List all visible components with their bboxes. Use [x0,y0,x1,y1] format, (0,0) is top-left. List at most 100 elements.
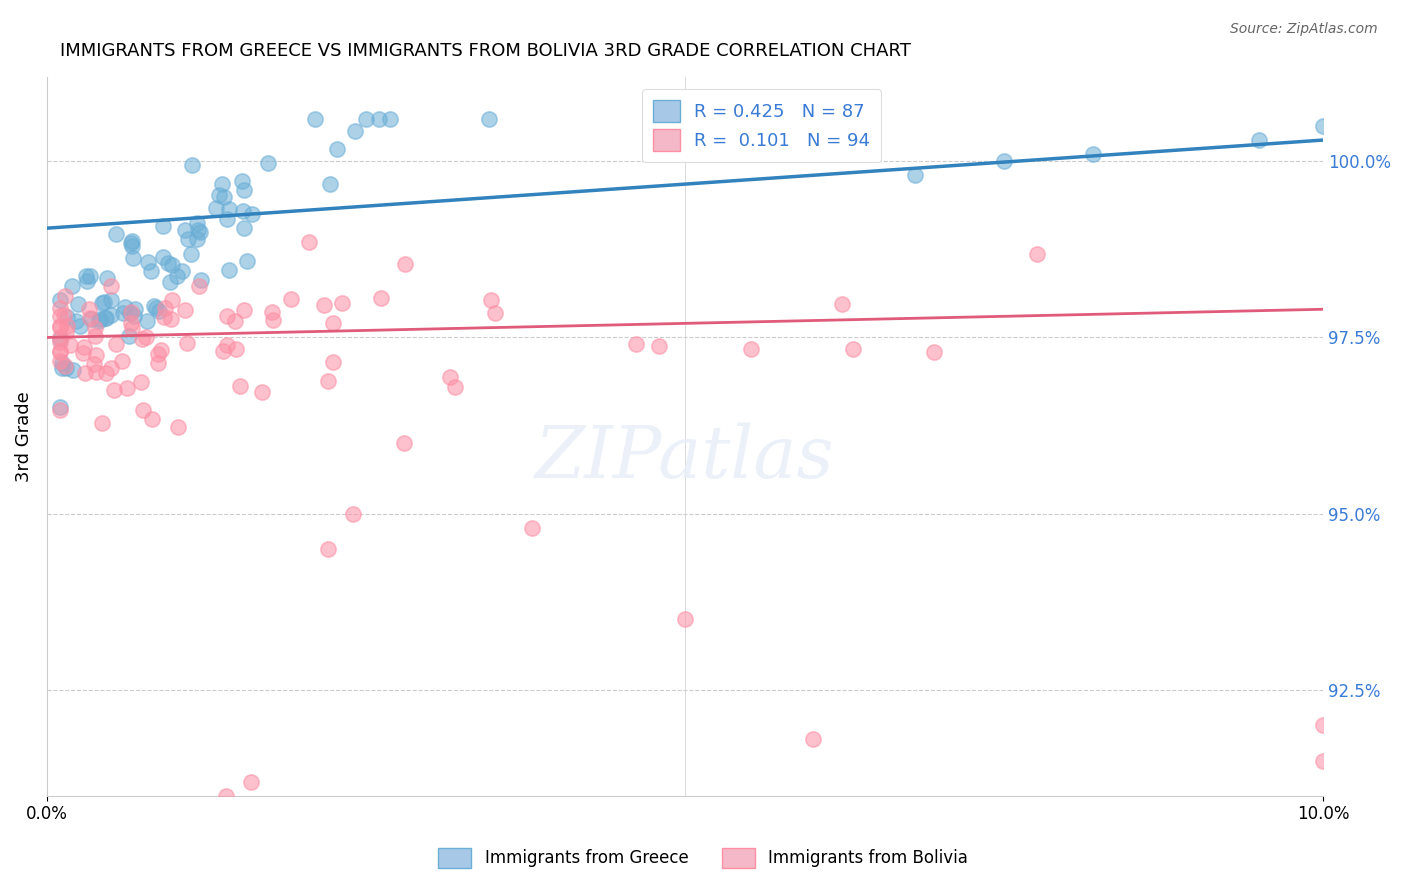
Immigrants from Greece [156,256,179,270]
Immigrants from Greece [118,306,141,320]
Immigrants from Greece [112,306,135,320]
Immigrants from Bolivia [166,420,188,434]
Immigrants from Bolivia [842,342,865,356]
Immigrants from Bolivia [214,789,236,803]
Immigrants from Bolivia [439,370,461,384]
Immigrants from Greece [160,258,183,272]
Immigrants from Bolivia [370,291,392,305]
Immigrants from Bolivia [188,278,211,293]
Immigrants from Bolivia [53,309,76,323]
Immigrants from Bolivia [84,348,107,362]
Immigrants from Bolivia [648,339,671,353]
Immigrants from Bolivia [91,416,114,430]
Immigrants from Greece [114,300,136,314]
Immigrants from Greece [152,250,174,264]
Text: Source: ZipAtlas.com: Source: ZipAtlas.com [1230,22,1378,37]
Immigrants from Bolivia [233,302,256,317]
Immigrants from Bolivia [155,301,177,315]
Immigrants from Bolivia [322,355,344,369]
Immigrants from Greece [76,274,98,288]
Immigrants from Greece [233,221,256,235]
Immigrants from Greece [1249,133,1271,147]
Immigrants from Greece [231,174,253,188]
Immigrants from Bolivia [229,379,252,393]
Immigrants from Bolivia [105,337,128,351]
Immigrants from Greece [187,223,209,237]
Immigrants from Bolivia [121,321,143,335]
Immigrants from Bolivia [831,297,853,311]
Immigrants from Bolivia [316,375,339,389]
Immigrants from Greece [100,309,122,323]
Immigrants from Greece [218,263,240,277]
Immigrants from Greece [51,356,73,370]
Immigrants from Greece [93,295,115,310]
Y-axis label: 3rd Grade: 3rd Grade [15,391,32,482]
Immigrants from Greece [211,177,233,191]
Immigrants from Greece [66,296,89,310]
Immigrants from Bolivia [153,310,176,324]
Immigrants from Bolivia [1312,718,1334,732]
Immigrants from Greece [51,360,73,375]
Legend: R = 0.425   N = 87, R =  0.101   N = 94: R = 0.425 N = 87, R = 0.101 N = 94 [643,89,882,162]
Immigrants from Bolivia [150,343,173,358]
Immigrants from Bolivia [117,381,139,395]
Immigrants from Greece [205,201,228,215]
Immigrants from Greece [79,268,101,283]
Immigrants from Bolivia [131,333,153,347]
Immigrants from Greece [136,314,159,328]
Immigrants from Bolivia [740,342,762,356]
Immigrants from Greece [232,204,254,219]
Immigrants from Greece [121,239,143,253]
Immigrants from Bolivia [673,612,696,626]
Immigrants from Bolivia [132,402,155,417]
Immigrants from Greece [49,400,72,414]
Immigrants from Greece [166,269,188,284]
Immigrants from Bolivia [148,356,170,370]
Immigrants from Bolivia [72,345,94,359]
Immigrants from Bolivia [262,313,284,327]
Immigrants from Bolivia [84,329,107,343]
Immigrants from Bolivia [174,303,197,318]
Immigrants from Greece [256,156,278,170]
Immigrants from Greece [170,264,193,278]
Immigrants from Bolivia [55,325,77,339]
Immigrants from Greece [177,232,200,246]
Immigrants from Bolivia [59,338,82,352]
Immigrants from Bolivia [322,316,344,330]
Immigrants from Bolivia [217,310,239,324]
Immigrants from Greece [186,232,208,246]
Immigrants from Greece [91,296,114,310]
Immigrants from Bolivia [1312,754,1334,768]
Immigrants from Greece [118,328,141,343]
Immigrants from Bolivia [48,335,70,350]
Immigrants from Greece [94,310,117,325]
Immigrants from Bolivia [801,732,824,747]
Immigrants from Greece [240,207,263,221]
Immigrants from Greece [122,251,145,265]
Immigrants from Greece [80,312,103,326]
Immigrants from Bolivia [48,330,70,344]
Immigrants from Greece [188,225,211,239]
Immigrants from Bolivia [394,257,416,271]
Immigrants from Bolivia [86,365,108,379]
Immigrants from Greece [89,312,111,326]
Immigrants from Bolivia [131,375,153,389]
Immigrants from Greece [904,169,927,183]
Immigrants from Bolivia [699,810,721,824]
Immigrants from Bolivia [100,279,122,293]
Immigrants from Bolivia [94,367,117,381]
Immigrants from Bolivia [48,318,70,333]
Immigrants from Bolivia [342,507,364,521]
Legend: Immigrants from Greece, Immigrants from Bolivia: Immigrants from Greece, Immigrants from … [432,841,974,875]
Immigrants from Greece [641,112,664,126]
Immigrants from Bolivia [48,402,70,417]
Immigrants from Greece [218,202,240,217]
Immigrants from Greece [319,178,342,192]
Immigrants from Bolivia [924,344,946,359]
Immigrants from Bolivia [316,541,339,556]
Immigrants from Greece [186,217,208,231]
Immigrants from Bolivia [79,310,101,325]
Immigrants from Bolivia [250,384,273,399]
Immigrants from Bolivia [73,340,96,354]
Immigrants from Greece [478,112,501,126]
